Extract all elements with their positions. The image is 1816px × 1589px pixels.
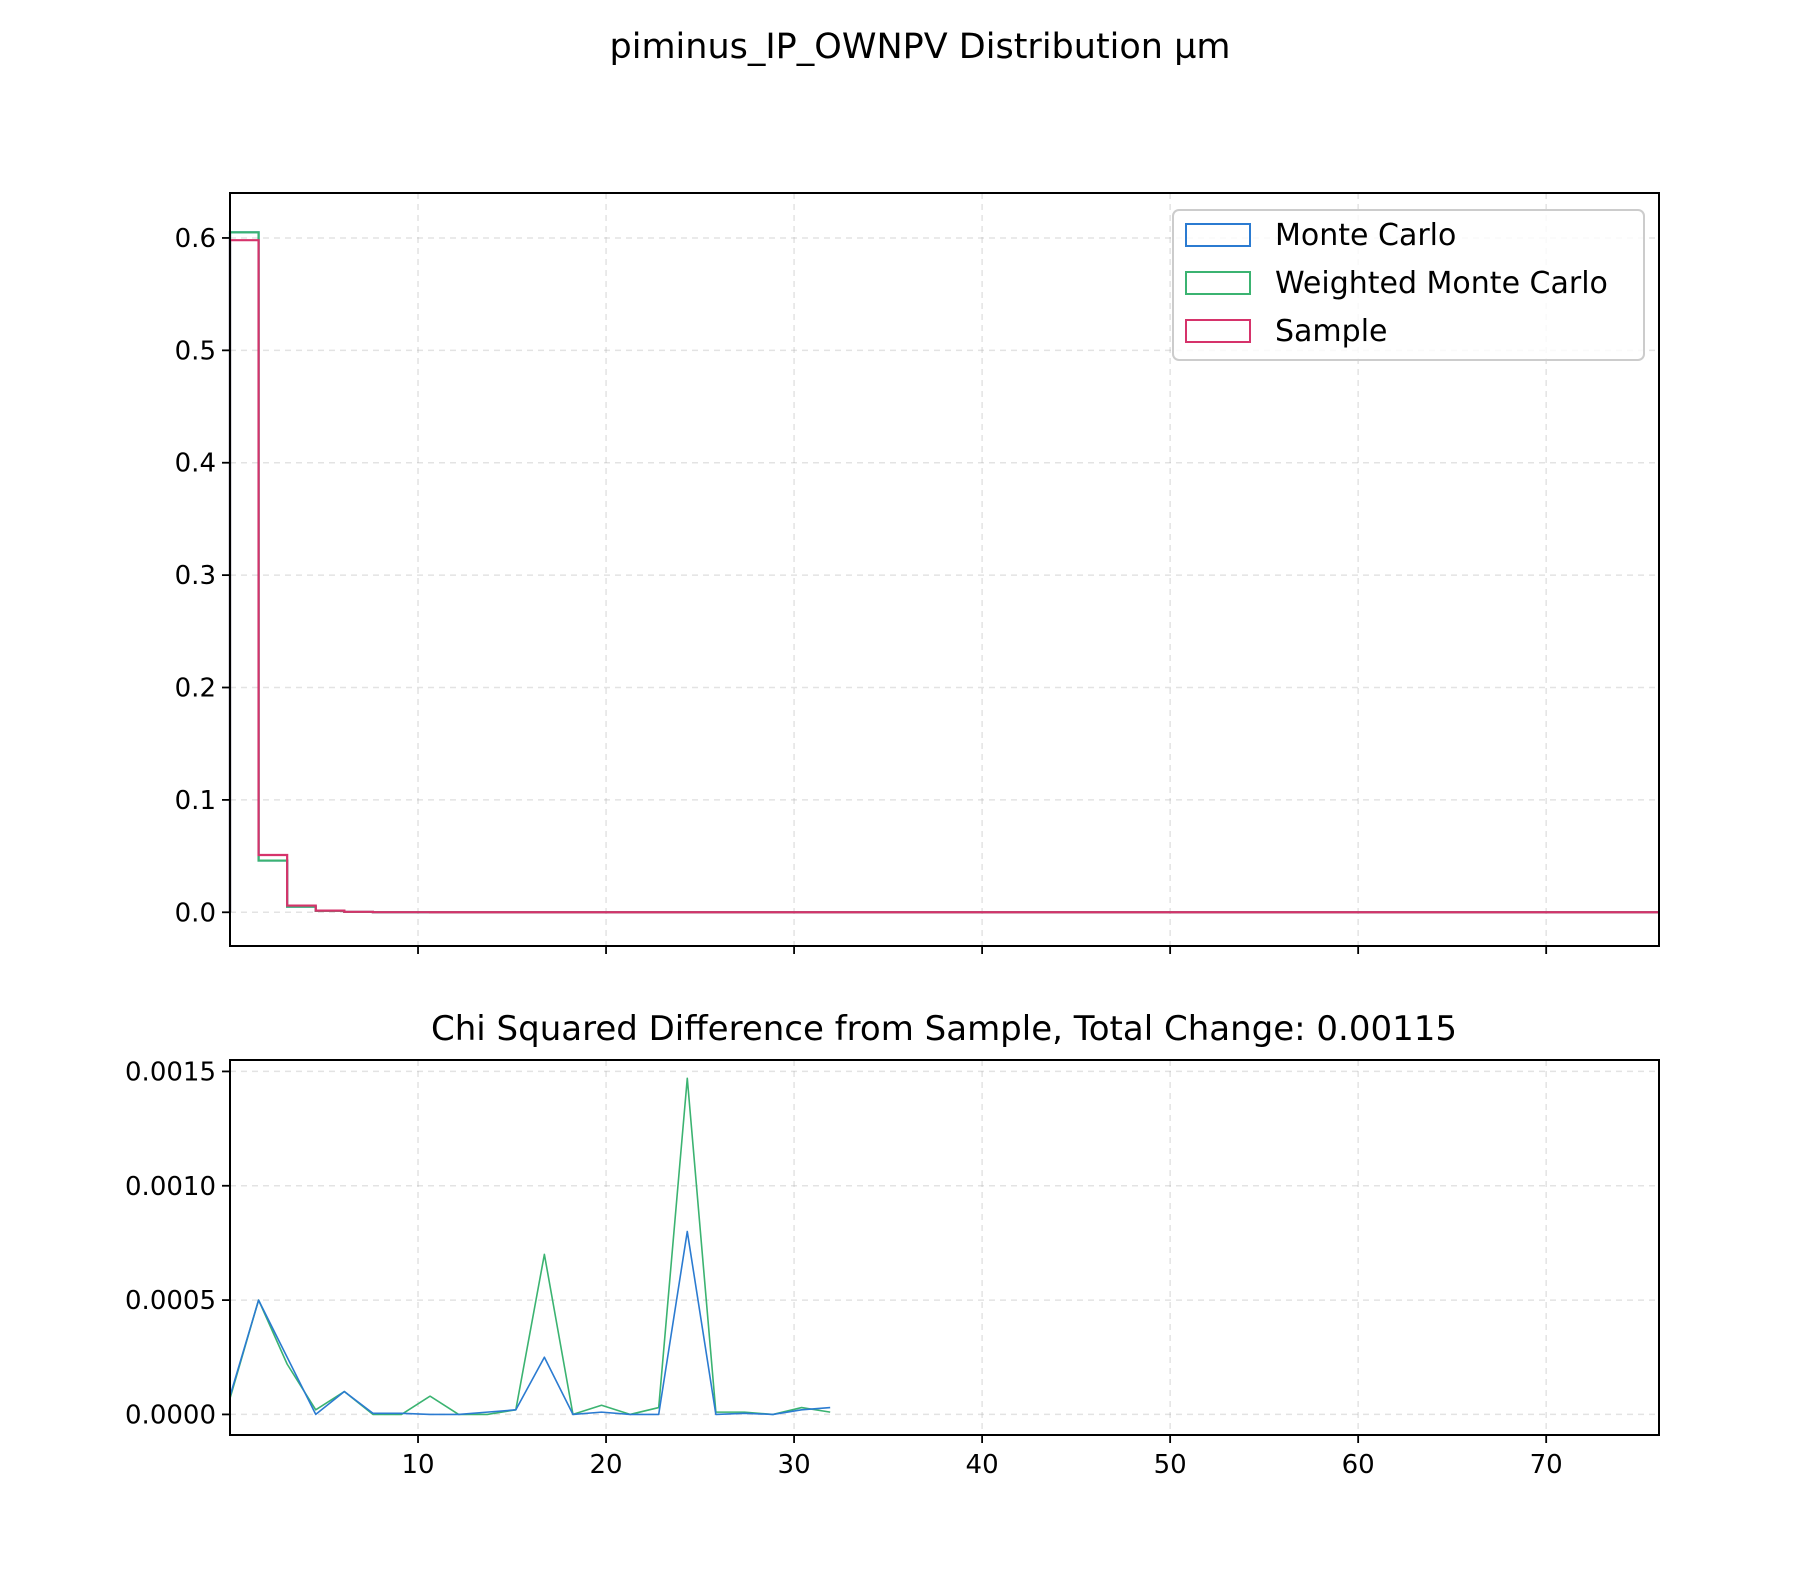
top-y-axis: 0.0 0.1 0.2 0.3 0.4 0.5 0.6 xyxy=(175,224,230,928)
y-tick-label: 0.6 xyxy=(175,224,216,254)
y-tick-label: 0.3 xyxy=(175,561,216,591)
y-tick-label: 0.0000 xyxy=(125,1400,216,1430)
legend-label-monte-carlo: Monte Carlo xyxy=(1275,218,1456,253)
top-panel: 0.0 0.1 0.2 0.3 0.4 0.5 0.6 Monte Carlo Weight… xyxy=(175,192,1660,954)
legend-label-weighted-monte-carlo: Weighted Monte Carlo xyxy=(1275,266,1608,301)
bottom-panel-title: Chi Squared Difference from Sample, Tota… xyxy=(431,1009,1457,1049)
bottom-x-axis: 10 20 30 40 50 60 70 xyxy=(401,1435,1563,1480)
legend-frame xyxy=(1172,209,1645,361)
bottom-series-group xyxy=(229,1077,831,1416)
top-series-group xyxy=(228,231,1659,914)
y-tick-label: 0.0010 xyxy=(125,1172,216,1202)
legend-label-sample: Sample xyxy=(1275,314,1388,349)
bottom-y-axis: 0.0000 0.0005 0.0010 0.0015 xyxy=(125,1057,230,1430)
y-tick-label: 0.4 xyxy=(175,449,216,479)
y-tick-label: 0.0005 xyxy=(125,1286,216,1316)
y-tick-label: 0.5 xyxy=(175,336,216,366)
bottom-plot-frame xyxy=(229,1059,1660,1436)
bottom-grid xyxy=(230,1060,1659,1435)
y-tick-label: 0.1 xyxy=(175,786,216,816)
x-tick-label: 30 xyxy=(778,1450,811,1480)
x-tick-label: 20 xyxy=(590,1450,623,1480)
legend-swatch-weighted-monte-carlo xyxy=(1185,271,1251,295)
legend: Monte Carlo Weighted Monte Carlo Sample xyxy=(1172,209,1645,361)
chi2-series-weighted-monte-carlo xyxy=(229,1077,831,1416)
x-tick-label: 50 xyxy=(1154,1450,1187,1480)
y-tick-label: 0.0 xyxy=(175,898,216,928)
y-tick-label: 0.0015 xyxy=(125,1057,216,1087)
chi2-series-monte-carlo xyxy=(229,1230,831,1416)
y-tick-label: 0.2 xyxy=(175,674,216,704)
x-tick-label: 70 xyxy=(1530,1450,1563,1480)
top-plot-frame xyxy=(229,192,1660,947)
x-tick-label: 40 xyxy=(966,1450,999,1480)
legend-swatch-sample xyxy=(1185,319,1251,343)
legend-swatch-monte-carlo xyxy=(1185,223,1251,247)
x-tick-label: 60 xyxy=(1342,1450,1375,1480)
figure-title: piminus_IP_OWNPV Distribution µm xyxy=(610,27,1231,67)
hist-series-sample xyxy=(228,239,1659,914)
x-tick-label: 10 xyxy=(401,1450,434,1480)
bottom-panel: Chi Squared Difference from Sample, Tota… xyxy=(125,1009,1660,1480)
top-x-axis xyxy=(417,946,1548,954)
